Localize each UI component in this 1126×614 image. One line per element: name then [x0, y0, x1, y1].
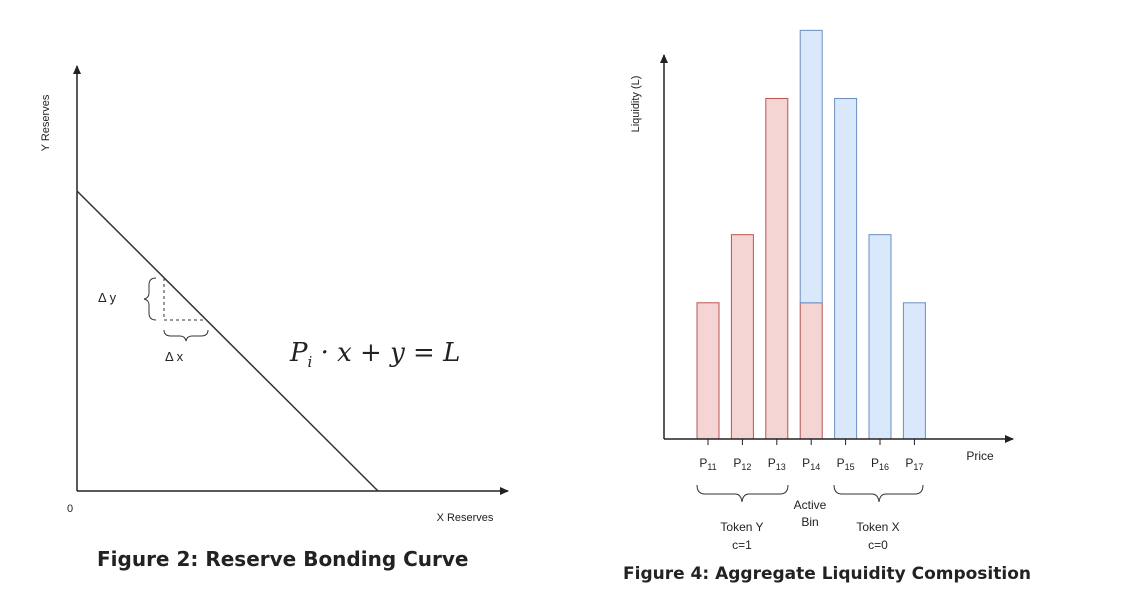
formula-p: P	[290, 338, 308, 368]
fig2-origin-label: 0	[67, 503, 73, 515]
fig4-active-label: Active	[794, 498, 827, 512]
fig2-dy-brace	[143, 277, 157, 321]
fig2-bonding-line	[76, 190, 379, 492]
fig4-x-axis-label: Price	[966, 449, 994, 463]
formula-rest: · x + y = L	[320, 338, 461, 368]
fig2-dx-label: Δ x	[165, 349, 184, 364]
fig4-ticks: P11 P12 P13 P14 P15 P16 P17	[699, 439, 923, 472]
fig4-token-x-label: Token X	[856, 520, 899, 534]
fig4-y-axis-label: Liquidity (L)	[630, 76, 642, 133]
fig4-bar-x-15	[834, 97, 858, 440]
formula-sub: i	[307, 353, 313, 372]
fig4-tick-label: P16	[871, 456, 889, 472]
fig4-token-y-c-label: c=1	[732, 538, 752, 552]
fig2-dx-brace	[163, 329, 209, 342]
fig4-bar-x-16	[868, 234, 892, 440]
fig4-token-y-label: Token Y	[720, 520, 763, 534]
figure-2-caption: Figure 2: Reserve Bonding Curve	[97, 547, 469, 571]
fig4-token-y-brace	[696, 484, 789, 503]
fig2-dy-label: Δ y	[98, 290, 117, 305]
fig4-bar-y-13	[765, 97, 789, 440]
fig4-tick-label: P12	[733, 456, 751, 472]
fig2-formula: Pi · x + y = L	[290, 338, 460, 371]
fig4-tick-label: P13	[768, 456, 786, 472]
figure-4-caption: Figure 4: Aggregate Liquidity Compositio…	[623, 564, 1031, 584]
fig4-token-x-brace	[833, 484, 924, 503]
fig4-tick-label: P14	[802, 456, 820, 472]
fig4-bin-label: Bin	[801, 515, 818, 529]
fig4-bars	[696, 29, 926, 440]
fig2-x-axis-label: X Reserves	[437, 512, 494, 524]
fig4-tick-label: P11	[699, 456, 716, 472]
fig4-bar-y-14	[799, 302, 823, 440]
figure-4-chart: P11 P12 P13 P14 P15 P16 P17 Liquidity (L) Pric…	[630, 29, 1014, 552]
fig2-y-axis-label: Y Reserves	[40, 94, 52, 151]
fig4-bar-y-12	[730, 234, 754, 440]
fig4-token-x-c-label: c=0	[868, 538, 888, 552]
fig4-bar-x-17	[902, 302, 926, 440]
figure-2-chart: Δ y Δ x Y Reserves X Reserves 0	[40, 65, 509, 524]
fig4-bar-x-14	[799, 29, 823, 304]
fig4-tick-label: P17	[905, 456, 923, 472]
fig4-tick-label: P15	[837, 456, 855, 472]
fig4-bar-y-11	[696, 302, 720, 440]
